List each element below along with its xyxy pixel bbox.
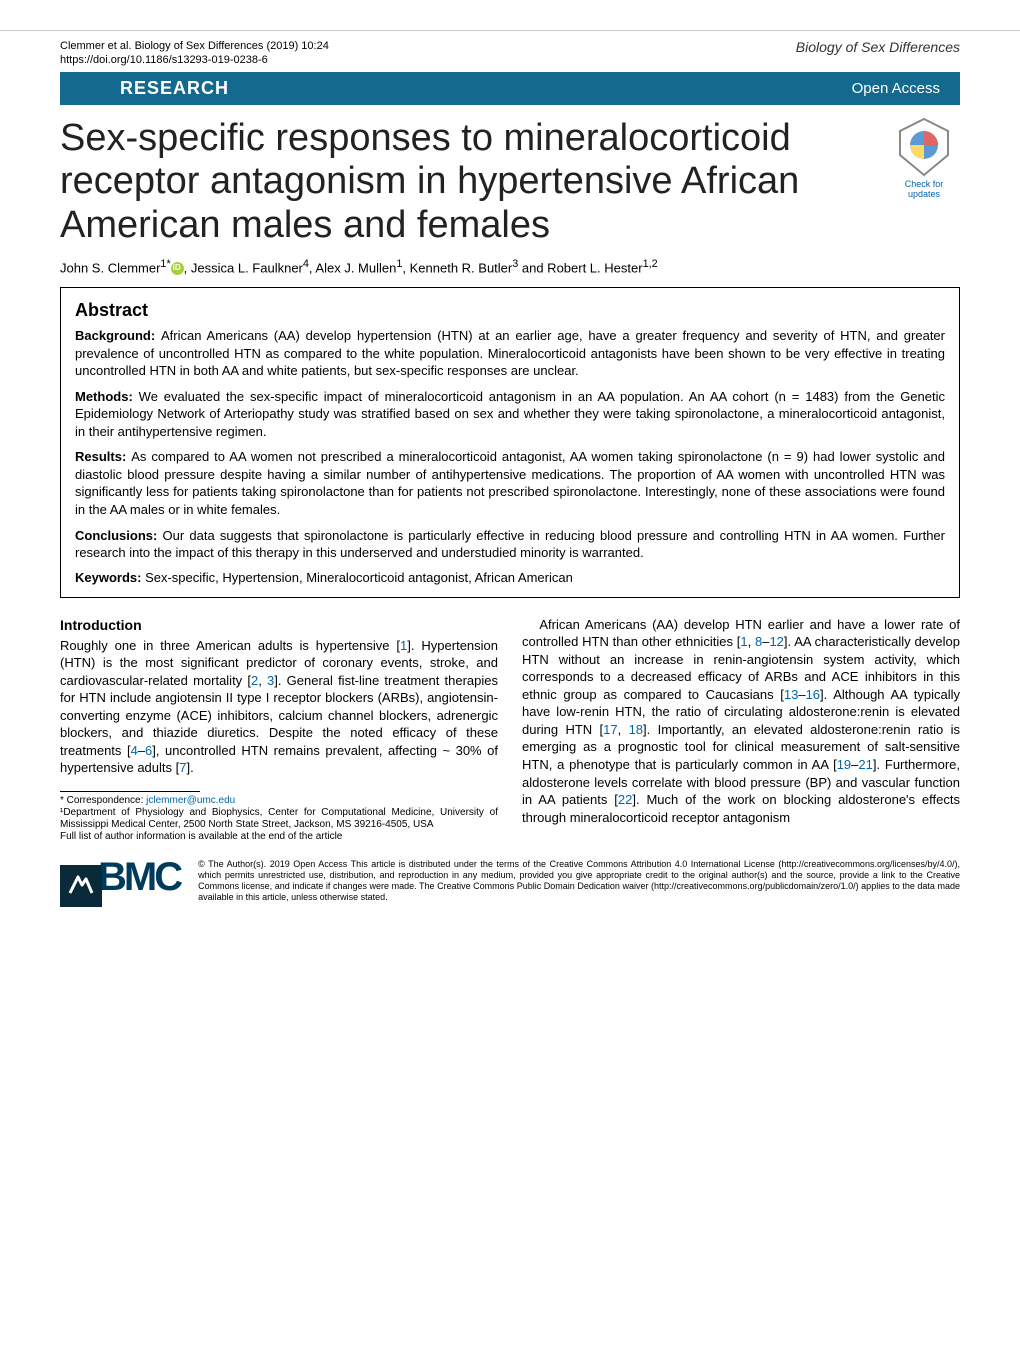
- check-updates-caption: Check for updates: [888, 179, 960, 199]
- conclusions-text: Our data suggests that spironolactone is…: [75, 528, 945, 561]
- ref-13[interactable]: 13: [784, 687, 798, 702]
- abstract-methods: Methods: We evaluated the sex-specific i…: [75, 388, 945, 441]
- results-text: As compared to AA women not prescribed a…: [75, 449, 945, 517]
- body-columns: Introduction Roughly one in three Americ…: [0, 610, 1020, 843]
- footer: BMC © The Author(s). 2019 Open Access Th…: [0, 843, 1020, 927]
- article-title: Sex-specific responses to mineralocortic…: [60, 117, 876, 248]
- journal-name: Biology of Sex Differences: [796, 39, 960, 68]
- ref-16[interactable]: 16: [806, 687, 820, 702]
- background-label: Background:: [75, 328, 161, 343]
- author-1-sup: 1*: [160, 258, 170, 270]
- ref-1b[interactable]: 1: [740, 634, 747, 649]
- author-5: and Robert L. Hester: [518, 260, 642, 275]
- author-2: , Jessica L. Faulkner: [184, 260, 303, 275]
- abstract-results: Results: As compared to AA women not pre…: [75, 448, 945, 518]
- header-info: Clemmer et al. Biology of Sex Difference…: [0, 31, 1020, 72]
- crossmark-icon: [894, 117, 954, 177]
- ref-18[interactable]: 18: [629, 722, 643, 737]
- author-4: , Kenneth R. Butler: [402, 260, 512, 275]
- keywords-label: Keywords:: [75, 570, 145, 585]
- correspondence-label: * Correspondence:: [60, 795, 146, 806]
- abstract-background: Background: African Americans (AA) devel…: [75, 327, 945, 380]
- affiliation-1: ¹Department of Physiology and Biophysics…: [60, 807, 498, 831]
- header-left: Clemmer et al. Biology of Sex Difference…: [60, 39, 329, 68]
- correspondence-email[interactable]: jclemmer@umc.edu: [146, 795, 235, 806]
- abstract-heading: Abstract: [75, 300, 945, 321]
- column-right: African Americans (AA) develop HTN earli…: [522, 616, 960, 843]
- orcid-icon[interactable]: [171, 262, 184, 275]
- ref-19[interactable]: 19: [837, 757, 851, 772]
- research-bar: RESEARCH Open Access: [60, 72, 960, 105]
- bmc-logo-icon: [60, 865, 102, 907]
- bmc-logo-text: BMC: [98, 855, 180, 899]
- full-author-list-note: Full list of author information is avail…: [60, 831, 498, 843]
- doi: https://doi.org/10.1186/s13293-019-0238-…: [60, 53, 329, 67]
- ref-12[interactable]: 12: [769, 634, 783, 649]
- results-label: Results:: [75, 449, 131, 464]
- ref-21[interactable]: 21: [858, 757, 872, 772]
- open-access-label: Open Access: [852, 80, 940, 97]
- intro-heading: Introduction: [60, 616, 498, 635]
- methods-label: Methods:: [75, 389, 139, 404]
- abstract-conclusions: Conclusions: Our data suggests that spir…: [75, 527, 945, 562]
- background-text: African Americans (AA) develop hypertens…: [75, 328, 945, 378]
- author-list: John S. Clemmer1*, Jessica L. Faulkner4,…: [0, 248, 1020, 275]
- intro-paragraph: Roughly one in three American adults is …: [60, 637, 498, 777]
- author-1: John S. Clemmer: [60, 260, 160, 275]
- bmc-logo: BMC: [60, 855, 180, 907]
- footnote-separator: [60, 791, 200, 792]
- correspondence-footnote: * Correspondence: jclemmer@umc.edu: [60, 795, 498, 807]
- col2-paragraph: African Americans (AA) develop HTN earli…: [522, 616, 960, 827]
- ref-4[interactable]: 4: [131, 743, 138, 758]
- author-5-sup: 1,2: [643, 258, 658, 270]
- methods-text: We evaluated the sex-specific impact of …: [75, 389, 945, 439]
- column-left: Introduction Roughly one in three Americ…: [60, 616, 498, 843]
- keywords-text: Sex-specific, Hypertension, Mineralocort…: [145, 570, 573, 585]
- abstract-keywords: Keywords: Sex-specific, Hypertension, Mi…: [75, 570, 945, 585]
- check-updates-badge[interactable]: Check for updates: [888, 117, 960, 199]
- citation: Clemmer et al. Biology of Sex Difference…: [60, 39, 329, 53]
- ref-22[interactable]: 22: [618, 792, 632, 807]
- license-text: © The Author(s). 2019 Open Access This a…: [198, 859, 960, 902]
- research-label: RESEARCH: [120, 78, 229, 99]
- conclusions-label: Conclusions:: [75, 528, 163, 543]
- abstract-box: Abstract Background: African Americans (…: [60, 287, 960, 598]
- author-3: , Alex J. Mullen: [309, 260, 396, 275]
- ref-17[interactable]: 17: [603, 722, 617, 737]
